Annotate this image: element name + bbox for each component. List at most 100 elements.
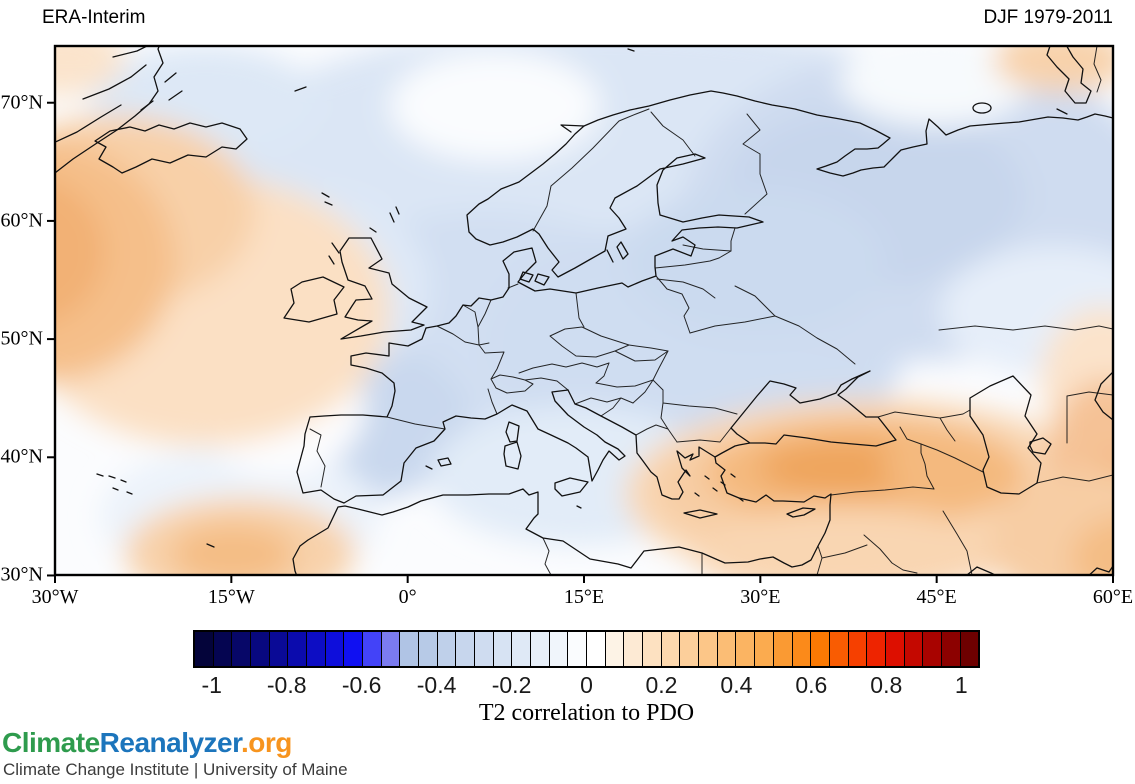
coastline-path [96,473,133,495]
coastline-path [966,565,1113,575]
brand-part: Reanalyzer [99,727,242,758]
border-path [614,344,669,362]
colorbar-cell [419,632,438,666]
border-path [635,424,669,436]
border-path [689,315,776,334]
coastline-path [606,249,614,263]
climatereanalyzer-brand-link[interactable]: ClimateReanalyzer.org [2,727,292,759]
border-path [595,379,654,388]
border-path [863,534,918,574]
colorbar-cell [213,632,233,666]
border-path [386,416,446,430]
colorbar-cell [531,632,550,666]
coastline-path [616,241,629,260]
border-path [436,325,490,346]
border-path [920,443,984,473]
border-path [309,428,326,488]
contour-fill-blob [881,439,993,491]
coastline-path [283,276,345,323]
x-tick-label: 30°E [740,586,781,608]
border-path [507,283,519,289]
brand-part: Climate [2,727,100,758]
coastline-path [292,389,832,575]
border-path [899,417,956,445]
border-path [821,544,868,559]
coastline-path [627,48,635,52]
border-path [549,326,630,358]
border-path [660,402,678,443]
border-path [574,397,634,405]
colorbar-cell [792,632,812,666]
colorbar-cell [923,632,942,666]
contour-fill-blob [625,186,885,336]
border-path [676,427,732,443]
coastline-path [1046,46,1092,104]
border-path [774,315,856,365]
brand-part: .org [240,727,292,758]
colorbar-cell [811,632,830,666]
colorbar-tick-label: 1 [954,672,968,698]
border-path [575,292,585,328]
colorbar-cell [400,632,420,666]
coastline-path [786,507,816,518]
colorbar-cell [867,632,886,666]
border-path [718,227,736,259]
coastline-path [389,206,400,223]
colorbar-cell [587,632,606,666]
colorbar-cell [717,632,737,666]
map-canvas [46,44,1122,585]
coastline-path [296,327,626,504]
colorbar-cell [941,632,961,666]
border-path [632,379,654,404]
border-path [524,377,569,391]
colorbar-cell [307,632,326,666]
colorbar-tick-label: -0.2 [491,672,532,698]
colorbar-cell [512,632,532,666]
map-frame [53,44,1115,577]
y-tick-label: 40°N [0,445,43,468]
border-path [650,111,696,157]
coastline-path [1056,108,1068,115]
border-path [1066,391,1113,444]
coastline-path [1094,371,1113,421]
coastline-path [294,86,307,92]
colorbar-cell [363,632,382,666]
coastline-path [425,457,452,470]
colorbar-cell [493,632,513,666]
colorbar-tick-label: 0.2 [645,672,678,698]
coastline-path [82,64,147,100]
colorbar-cell [699,632,718,666]
colorbar-cell [829,632,849,666]
correlation-map [47,44,1115,583]
colorbar-tick-label: 0.6 [795,672,828,698]
border-path [532,108,650,232]
coastline-path [503,441,522,470]
institute-subtitle: Climate Change Institute | University of… [3,760,348,779]
coastline-path [321,192,333,206]
country-borders [309,46,1113,575]
contour-fill-blob [171,524,295,575]
colorbar-tick-label: 0.8 [870,672,903,698]
border-path [656,278,716,299]
border-path [487,388,498,415]
colorbar-cell [475,632,494,666]
colorbar-cell [960,632,979,666]
x-tick-label: 60°E [1092,586,1134,608]
border-path [734,285,776,317]
y-tick-label: 30°N [0,563,43,586]
border-path [682,244,732,252]
colorbar-tick-label: 0.4 [720,672,753,698]
colorbar-cell [661,632,681,666]
colorbar-cell [456,632,476,666]
colorbar-cell [773,632,793,666]
coastline-path [519,271,550,286]
axis-ticks [47,101,1115,583]
colorbar-cell [848,632,868,666]
border-path [938,325,1113,331]
colorbar-cell [437,632,457,666]
border-path [542,537,552,575]
coastline-path [140,72,183,111]
colorbar-cell [643,632,662,666]
border-path [877,409,971,419]
